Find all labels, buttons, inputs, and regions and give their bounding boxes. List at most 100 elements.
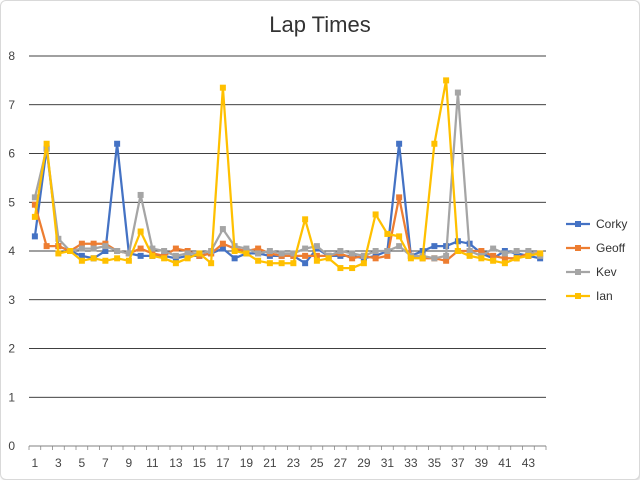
data-point (490, 257, 497, 264)
data-point (337, 248, 344, 254)
data-point (302, 260, 309, 267)
x-tick-label: 31 (381, 456, 395, 470)
data-point (67, 248, 74, 254)
data-point (114, 140, 121, 147)
data-point (384, 248, 391, 254)
x-tick-label: 33 (404, 456, 418, 470)
data-point (325, 255, 332, 262)
x-tick-label: 13 (169, 456, 183, 470)
data-point (278, 250, 285, 257)
legend-label: Geoff (596, 241, 626, 255)
data-point (490, 245, 497, 252)
data-point (255, 250, 262, 257)
x-tick-label: 17 (216, 456, 230, 470)
x-tick-label: 27 (334, 456, 348, 470)
legend-item-geoff: Geoff (566, 241, 626, 255)
data-point (31, 194, 38, 201)
data-point (55, 250, 62, 257)
data-point (55, 235, 62, 242)
chart-title: Lap Times (269, 12, 371, 37)
plot-area (31, 77, 544, 272)
data-point (360, 252, 367, 259)
data-point (125, 257, 132, 264)
data-point (513, 255, 520, 262)
data-point (349, 265, 356, 272)
x-tick-label: 3 (55, 456, 62, 470)
data-point (454, 248, 461, 254)
series-kev (31, 89, 544, 262)
data-point (501, 260, 508, 267)
data-point (196, 250, 203, 257)
data-point (443, 252, 450, 259)
data-point (396, 243, 403, 250)
data-point (231, 255, 238, 262)
data-point (443, 257, 450, 264)
y-tick-label: 1 (8, 390, 15, 404)
data-point (407, 255, 414, 262)
data-point (90, 255, 97, 262)
data-point (337, 265, 344, 272)
data-point (302, 245, 309, 252)
y-tick-label: 4 (8, 244, 15, 258)
x-tick-label: 43 (522, 456, 536, 470)
data-point (31, 201, 38, 208)
data-point (255, 245, 262, 252)
x-tick-label: 21 (263, 456, 277, 470)
x-tick-label: 23 (287, 456, 301, 470)
data-point (78, 252, 85, 259)
data-point (478, 248, 485, 254)
x-tick-label: 37 (451, 456, 465, 470)
series-ian (31, 77, 544, 272)
data-point (478, 255, 485, 262)
data-point (290, 250, 297, 257)
data-point (501, 255, 508, 262)
data-point (501, 250, 508, 257)
data-point (431, 243, 438, 250)
data-point (172, 252, 179, 259)
data-point (372, 255, 379, 262)
data-point (137, 228, 144, 235)
data-point (78, 257, 85, 264)
data-point (137, 245, 144, 252)
x-tick-label: 11 (146, 456, 159, 470)
series-line-corky (33, 142, 541, 265)
y-tick-label: 2 (8, 342, 15, 356)
legend-label: Corky (596, 217, 627, 231)
data-point (313, 257, 320, 264)
data-point (278, 260, 285, 267)
data-point (172, 260, 179, 267)
data-point (372, 211, 379, 218)
data-point (443, 77, 450, 84)
data-point (290, 260, 297, 267)
x-tick-label: 29 (357, 456, 371, 470)
y-tick-label: 0 (8, 439, 15, 453)
x-tick-label: 9 (126, 456, 133, 470)
data-point (184, 255, 191, 262)
y-tick-label: 3 (8, 293, 15, 307)
data-point (161, 255, 168, 262)
data-point (125, 250, 132, 257)
data-point (31, 233, 38, 240)
data-point (102, 243, 109, 250)
data-point (90, 245, 97, 252)
legend: Corky Geoff Kev Ian (566, 217, 627, 303)
x-tick-label: 7 (102, 456, 109, 470)
data-point (396, 233, 403, 240)
data-point (360, 260, 367, 267)
x-tick-label: 19 (240, 456, 254, 470)
data-point (525, 252, 532, 259)
data-point (525, 248, 532, 254)
data-point (396, 194, 403, 201)
x-tick-label: 41 (498, 456, 512, 470)
data-point (349, 255, 356, 262)
data-point (302, 216, 309, 223)
data-point (219, 245, 226, 252)
x-tick-label: 39 (475, 456, 489, 470)
data-point (372, 248, 379, 254)
data-point (431, 140, 438, 147)
data-point (137, 191, 144, 198)
data-point (78, 245, 85, 252)
data-point (266, 260, 273, 267)
data-point (149, 245, 156, 252)
data-point (102, 257, 109, 264)
